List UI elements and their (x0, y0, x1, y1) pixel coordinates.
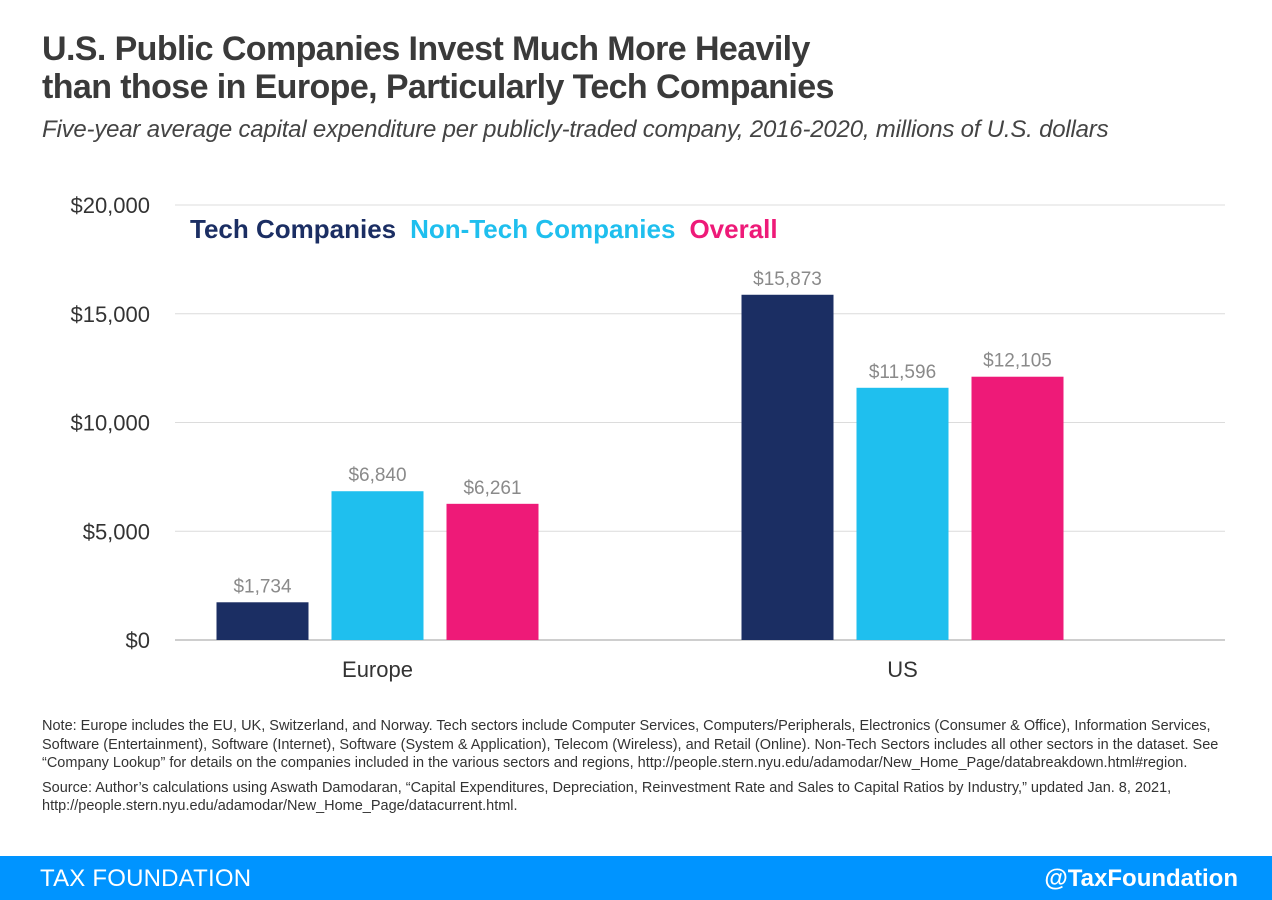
y-tick-label: $20,000 (70, 193, 150, 218)
chart-subtitle: Five-year average capital expenditure pe… (42, 116, 1109, 143)
bar (446, 503, 539, 640)
chart-title: U.S. Public Companies Invest Much More H… (42, 30, 1242, 106)
x-category-label: US (887, 657, 918, 682)
data-label: $11,596 (869, 362, 936, 383)
data-labels: $1,734 $6,840 $6,261 $15,873 $11,596 $12,105 (233, 269, 1051, 598)
y-tick-label: $5,000 (83, 519, 150, 544)
chart-title-line-2: than those in Europe, Particularly Tech … (42, 68, 834, 106)
legend: Tech Companies Non-Tech Companies Overall (190, 214, 778, 244)
legend-item: Overall (689, 214, 777, 244)
data-label: $15,873 (753, 269, 822, 290)
bar (331, 491, 424, 640)
y-tick-label: $10,000 (70, 411, 150, 436)
data-label: $6,840 (348, 465, 406, 486)
bar (216, 602, 309, 640)
y-tick-label: $0 (126, 628, 150, 653)
y-tick-label: $15,000 (70, 302, 150, 327)
footer-brand: TAX FOUNDATION (40, 865, 252, 892)
footer-handle: @TaxFoundation (1044, 865, 1238, 892)
notes-block: Note: Europe includes the EU, UK, Switze… (42, 717, 1242, 822)
chart-title-line-1: U.S. Public Companies Invest Much More H… (42, 30, 810, 68)
y-axis-ticks: $0 $5,000 $10,000 $15,000 $20,000 (70, 193, 150, 653)
bar (856, 387, 949, 640)
data-label: $12,105 (983, 351, 1052, 372)
footer-bar: TAX FOUNDATION @TaxFoundation (0, 856, 1272, 900)
source-text: Source: Author’s calculations using Aswa… (42, 779, 1172, 815)
bar (741, 294, 834, 640)
bar-chart: $0 $5,000 $10,000 $15,000 $20,000 $1,734 $6,8… (70, 193, 1225, 682)
x-axis-categories: Europe US (342, 657, 918, 682)
data-label: $6,261 (463, 478, 521, 499)
x-category-label: Europe (342, 657, 413, 682)
legend-item: Non-Tech Companies (410, 214, 675, 244)
title-block: U.S. Public Companies Invest Much More H… (42, 30, 1242, 144)
bars (216, 294, 1064, 640)
note-text: Note: Europe includes the EU, UK, Switze… (42, 718, 1219, 771)
bar (971, 376, 1064, 640)
data-label: $1,734 (233, 576, 292, 597)
legend-item: Tech Companies (190, 214, 396, 244)
